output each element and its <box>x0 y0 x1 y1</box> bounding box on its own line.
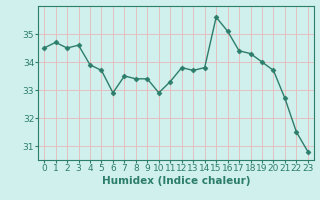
X-axis label: Humidex (Indice chaleur): Humidex (Indice chaleur) <box>102 176 250 186</box>
